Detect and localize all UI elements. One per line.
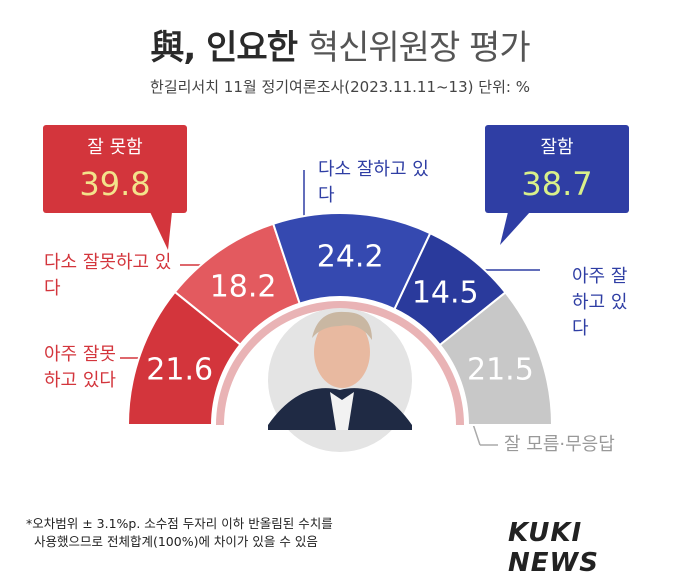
bad-callout-pointer [150, 212, 172, 250]
subtitle: 한길리서치 11월 정기여론조사(2023.11.11~13) 단위: % [150, 78, 530, 96]
good-callout: 잘함 38.7 [485, 125, 629, 213]
title-part2: 혁신위원장 평가 [307, 28, 531, 68]
footnote-line-2: 사용했으므로 전체합계(100%)에 차이가 있을 수 있음 [34, 534, 318, 549]
bad-callout: 잘 못함 39.8 [43, 125, 187, 213]
annotation-somewhat-good: 다소 잘하고 있다 [318, 159, 429, 206]
annotation-dont-know: 잘 모름·무응답 [504, 434, 615, 455]
annotation-very-bad: 아주 잘못하고 있다 [44, 344, 116, 391]
segment-very-bad-label: 21.6 [146, 352, 213, 387]
portrait-photo [268, 308, 412, 452]
annotation-very-good: 아주 잘하고 있다 [572, 266, 628, 339]
footnote: *오차범위 ± 3.1%p. 소수점 두자리 이하 반올림된 수치를 사용했으므… [26, 515, 333, 551]
segment-very-good-label: 14.5 [412, 275, 479, 310]
segment-dont-know [438, 291, 554, 426]
segment-somewhat-bad-label: 18.2 [210, 269, 277, 304]
kuki-news-logo: KUKI NEWS [508, 518, 599, 578]
title-part1: 與, 인요한 [150, 28, 298, 68]
annotation-somewhat-bad: 다소 잘못하고 있다 [44, 252, 172, 299]
bad-callout-label: 잘 못함 [87, 137, 143, 158]
good-callout-pointer [500, 212, 530, 245]
inner-ring [216, 301, 464, 426]
footnote-line-1: *오차범위 ± 3.1%p. 소수점 두자리 이하 반올림된 수치를 [26, 516, 333, 531]
bad-callout-value: 39.8 [79, 165, 151, 203]
page-title: 與, 인요한 혁신위원장 평가 [0, 20, 680, 69]
segment-dont-know-label: 21.5 [467, 353, 534, 388]
good-callout-label: 잘함 [540, 137, 574, 158]
good-callout-value: 38.7 [521, 165, 593, 203]
segment-somewhat-good-label: 24.2 [317, 239, 384, 274]
